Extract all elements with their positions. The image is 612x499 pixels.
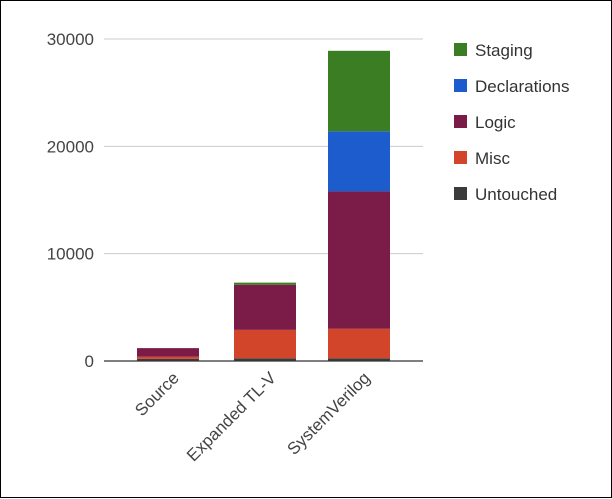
- bar-segment-logic-0: [137, 348, 199, 357]
- legend-label-logic: Logic: [475, 113, 516, 132]
- legend-swatch-staging: [454, 43, 467, 56]
- x-tick-label: Expanded TL-V: [183, 368, 280, 465]
- x-tick-label: Source: [131, 368, 183, 420]
- bars: [137, 50, 390, 361]
- legend-label-declarations: Declarations: [475, 77, 570, 96]
- legend-label-staging: Staging: [475, 41, 533, 60]
- legend-swatch-untouched: [454, 187, 467, 200]
- legend-swatch-declarations: [454, 79, 467, 92]
- bar-segment-logic-2: [328, 191, 390, 329]
- bar-segment-untouched-1: [234, 358, 296, 361]
- legend-swatch-logic: [454, 115, 467, 128]
- legend-label-misc: Misc: [475, 149, 510, 168]
- legend: Staging Declarations Logic Misc Untouched: [454, 41, 570, 204]
- legend-label-untouched: Untouched: [475, 185, 557, 204]
- y-tick-label: 0: [85, 352, 94, 371]
- y-axis-tick-labels: 0 10000 20000 30000: [47, 30, 94, 371]
- x-axis-tick-labels: Source Expanded TL-V SystemVerilog: [131, 368, 374, 465]
- bar-segment-staging-2: [328, 50, 390, 132]
- bar-segment-untouched-2: [328, 358, 390, 361]
- bar-segment-declarations-2: [328, 131, 390, 192]
- bar-segment-logic-1: [234, 284, 296, 330]
- bar-segment-misc-0: [137, 356, 199, 359]
- x-tick-label: SystemVerilog: [284, 368, 374, 458]
- y-tick-label: 30000: [47, 30, 94, 49]
- bar-segment-staging-1: [234, 282, 296, 285]
- bar-segment-untouched-0: [137, 358, 199, 361]
- bar-segment-misc-1: [234, 329, 296, 359]
- y-tick-label: 10000: [47, 245, 94, 264]
- y-tick-label: 20000: [47, 137, 94, 156]
- legend-swatch-misc: [454, 151, 467, 164]
- bar-segment-misc-2: [328, 328, 390, 359]
